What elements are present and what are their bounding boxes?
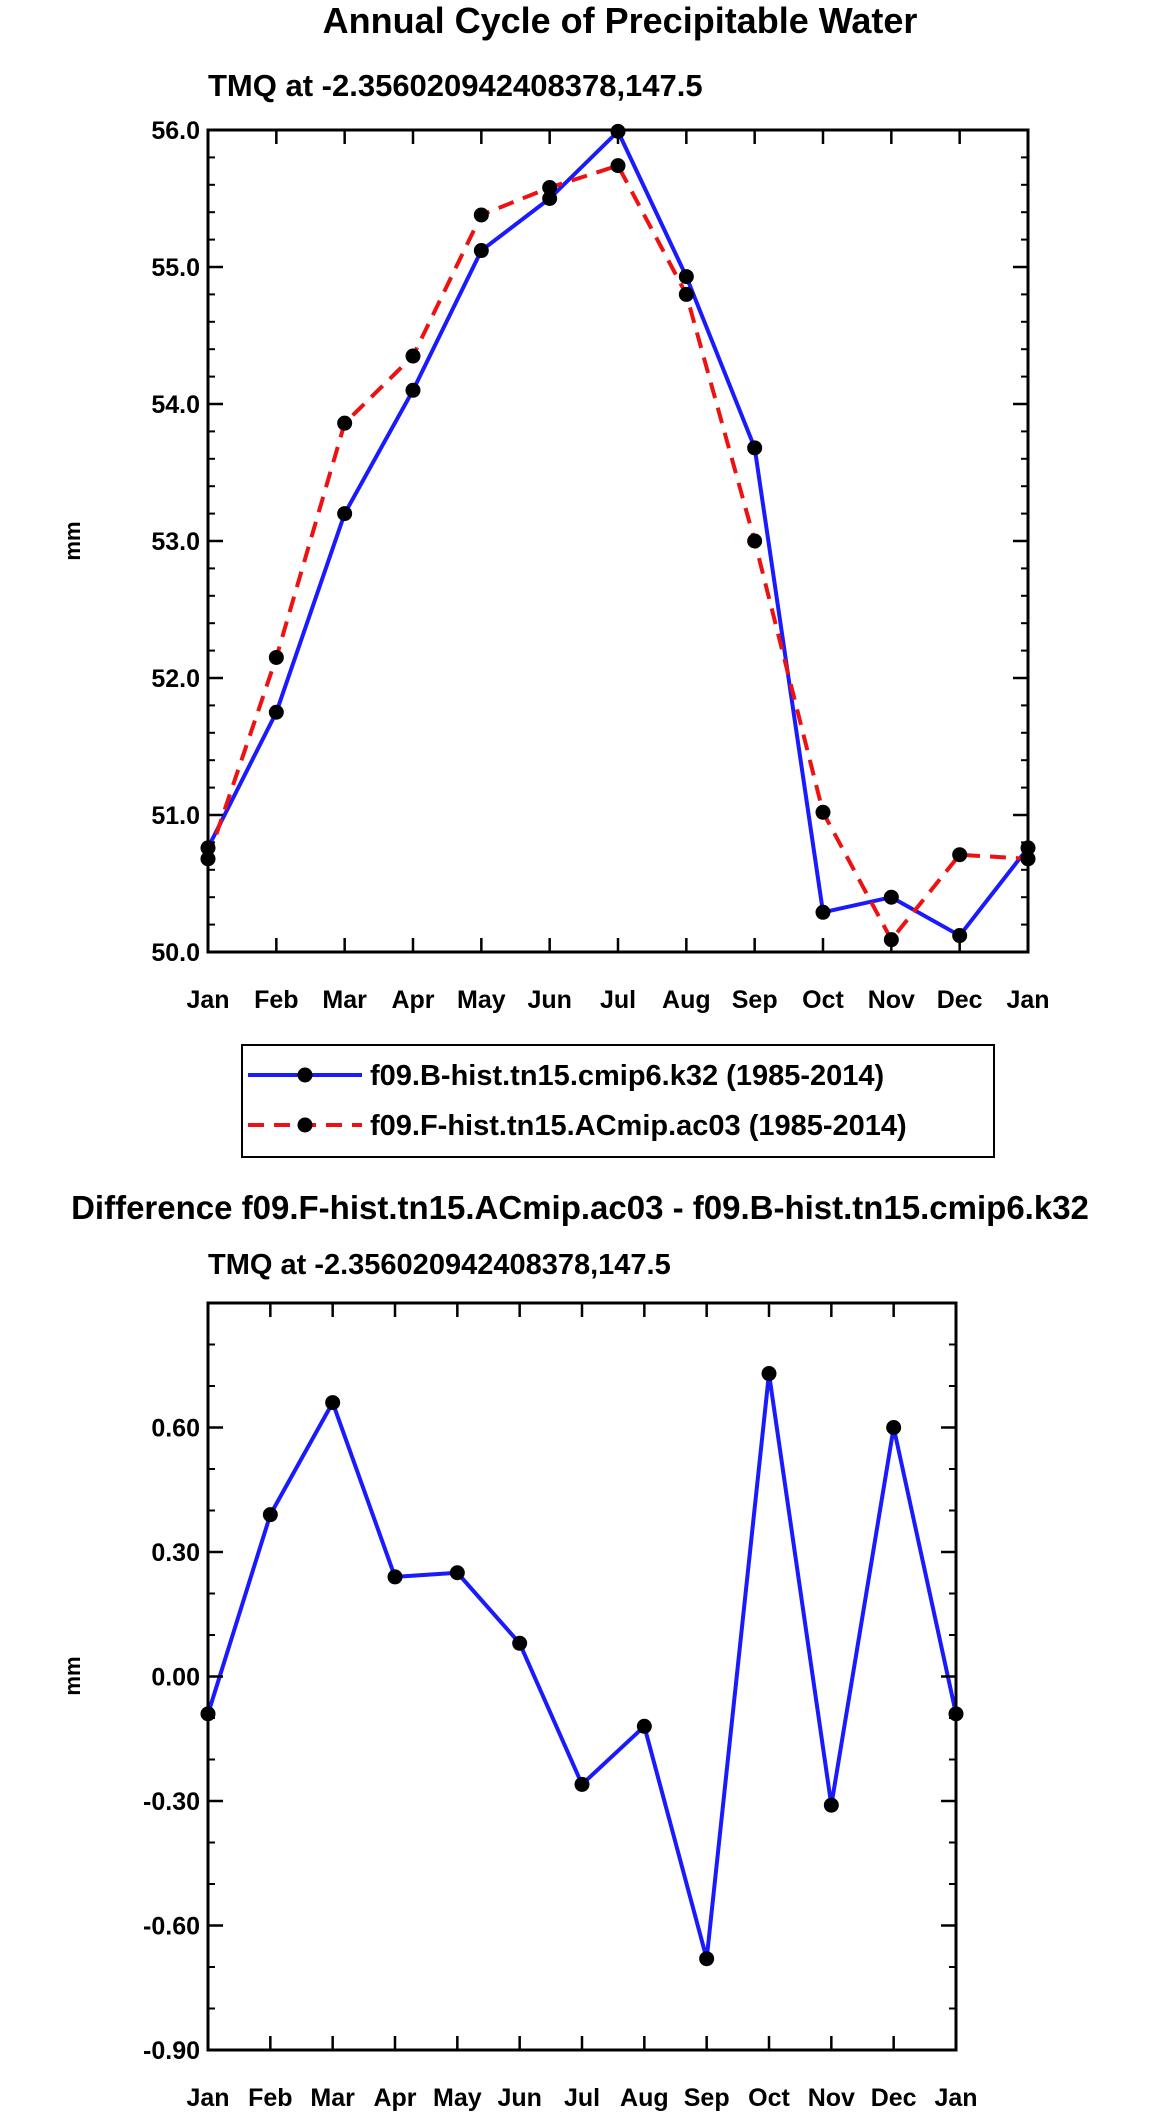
y-tick-label: 54.0	[151, 391, 200, 419]
data-point-s0-2	[325, 1395, 341, 1411]
top-chart-plot-frame	[206, 128, 1030, 954]
bottom-chart-subtitle: TMQ at -2.356020942408378,147.5	[208, 1249, 671, 1281]
data-point-s0-10	[883, 889, 899, 905]
data-point-s1-2	[337, 415, 353, 431]
data-point-s1-8	[747, 533, 763, 549]
data-point-s0-11	[886, 1420, 902, 1435]
top-chart-title: Annual Cycle of Precipitable Water	[323, 0, 918, 41]
y-tick-label: 0.00	[151, 1664, 200, 1692]
x-tick-label: Apr	[373, 2084, 416, 2112]
x-tick-label: May	[457, 986, 506, 1014]
x-tick-label: Nov	[868, 986, 915, 1014]
data-point-s0-9	[761, 1366, 777, 1382]
data-point-s1-9	[815, 804, 831, 820]
top-chart-subtitle: TMQ at -2.356020942408378,147.5	[208, 68, 703, 103]
x-tick-label: Jul	[564, 2084, 600, 2112]
legend-marker-model-b	[297, 1067, 313, 1083]
x-tick-label: Mar	[322, 986, 367, 1014]
data-point-s0-1	[268, 704, 284, 720]
x-tick-label: Aug	[662, 986, 711, 1014]
x-tick-label: Jun	[527, 986, 571, 1014]
data-point-s0-8	[747, 440, 763, 456]
y-tick-label: 55.0	[151, 254, 200, 282]
bottom-chart-title: Difference f09.F-hist.tn15.ACmip.ac03 - …	[71, 1189, 1089, 1226]
y-tick-label: 52.0	[151, 665, 200, 693]
x-tick-label: Nov	[808, 2084, 855, 2112]
data-point-s0-5	[542, 191, 558, 206]
data-point-s0-4	[449, 1565, 465, 1581]
y-tick-label: 56.0	[151, 117, 200, 145]
data-point-s0-1	[262, 1507, 278, 1523]
x-tick-label: Dec	[937, 986, 983, 1014]
data-point-s1-4	[473, 207, 489, 223]
x-tick-label: Jun	[497, 2084, 541, 2112]
x-tick-label: Jan	[186, 2084, 229, 2112]
y-tick-label: -0.60	[143, 1913, 200, 1941]
legend-label-model-b: f09.B-hist.tn15.cmip6.k32 (1985-2014)	[370, 1060, 884, 1092]
bottom-chart-plot-frame	[206, 1301, 958, 2052]
y-tick-label: 50.0	[151, 939, 200, 967]
x-tick-label: Feb	[254, 986, 298, 1014]
x-tick-label: Apr	[391, 986, 434, 1014]
x-tick-label: Feb	[248, 2084, 292, 2112]
data-point-s0-4	[473, 243, 489, 259]
data-point-s0-5	[512, 1635, 528, 1651]
data-point-s1-7	[678, 286, 694, 302]
data-point-s0-9	[815, 904, 831, 920]
data-point-s0-7	[678, 269, 694, 285]
data-point-s0-8	[699, 1951, 715, 1967]
bottom-chart-ylabel: mm	[60, 1656, 85, 1695]
data-point-s1-1	[268, 649, 284, 665]
top-chart-ylabel: mm	[60, 521, 85, 560]
y-tick-label: 0.60	[151, 1415, 200, 1443]
top-chart-panel: Annual Cycle of Precipitable Water TMQ a…	[60, 0, 1050, 1014]
data-point-s0-7	[636, 1718, 652, 1734]
data-point-s0-3	[405, 382, 421, 398]
legend-box	[241, 1044, 995, 1158]
x-tick-label: Jan	[1006, 986, 1049, 1014]
series-line-0	[206, 129, 1030, 938]
x-tick-label: Sep	[732, 986, 778, 1014]
x-tick-label: Oct	[748, 2084, 790, 2112]
x-tick-label: Jan	[934, 2084, 977, 2112]
x-tick-label: May	[433, 2084, 482, 2112]
y-tick-label: -0.90	[143, 2037, 200, 2065]
x-tick-label: Oct	[802, 986, 844, 1014]
data-point-s0-10	[823, 1797, 839, 1813]
bottom-chart-panel: Difference f09.F-hist.tn15.ACmip.ac03 - …	[60, 1189, 1089, 2112]
data-point-s0-11	[952, 928, 968, 944]
data-point-s0-6	[574, 1776, 590, 1792]
data-point-s0-2	[337, 506, 353, 522]
x-tick-label: Aug	[620, 2084, 669, 2112]
data-point-s0-3	[387, 1569, 403, 1585]
series-line-0	[206, 1371, 958, 1961]
data-point-s1-6	[610, 158, 626, 174]
y-tick-label: -0.30	[143, 1788, 200, 1816]
x-tick-label: Dec	[871, 2084, 917, 2112]
x-tick-label: Sep	[684, 2084, 730, 2112]
legend-marker-model-f	[297, 1117, 313, 1133]
y-tick-label: 51.0	[151, 802, 200, 830]
x-tick-label: Jan	[186, 986, 229, 1014]
y-tick-label: 0.30	[151, 1539, 200, 1567]
data-point-s1-5	[542, 180, 558, 196]
y-tick-label: 53.0	[151, 528, 200, 556]
x-tick-label: Mar	[310, 2084, 355, 2112]
legend-label-model-f: f09.F-hist.tn15.ACmip.ac03 (1985-2014)	[370, 1110, 907, 1142]
data-point-s1-3	[405, 348, 421, 364]
x-tick-label: Jul	[600, 986, 636, 1014]
data-point-s1-11	[952, 847, 968, 863]
chart-legend: f09.B-hist.tn15.cmip6.k32 (1985-2014) f0…	[241, 1044, 995, 1158]
